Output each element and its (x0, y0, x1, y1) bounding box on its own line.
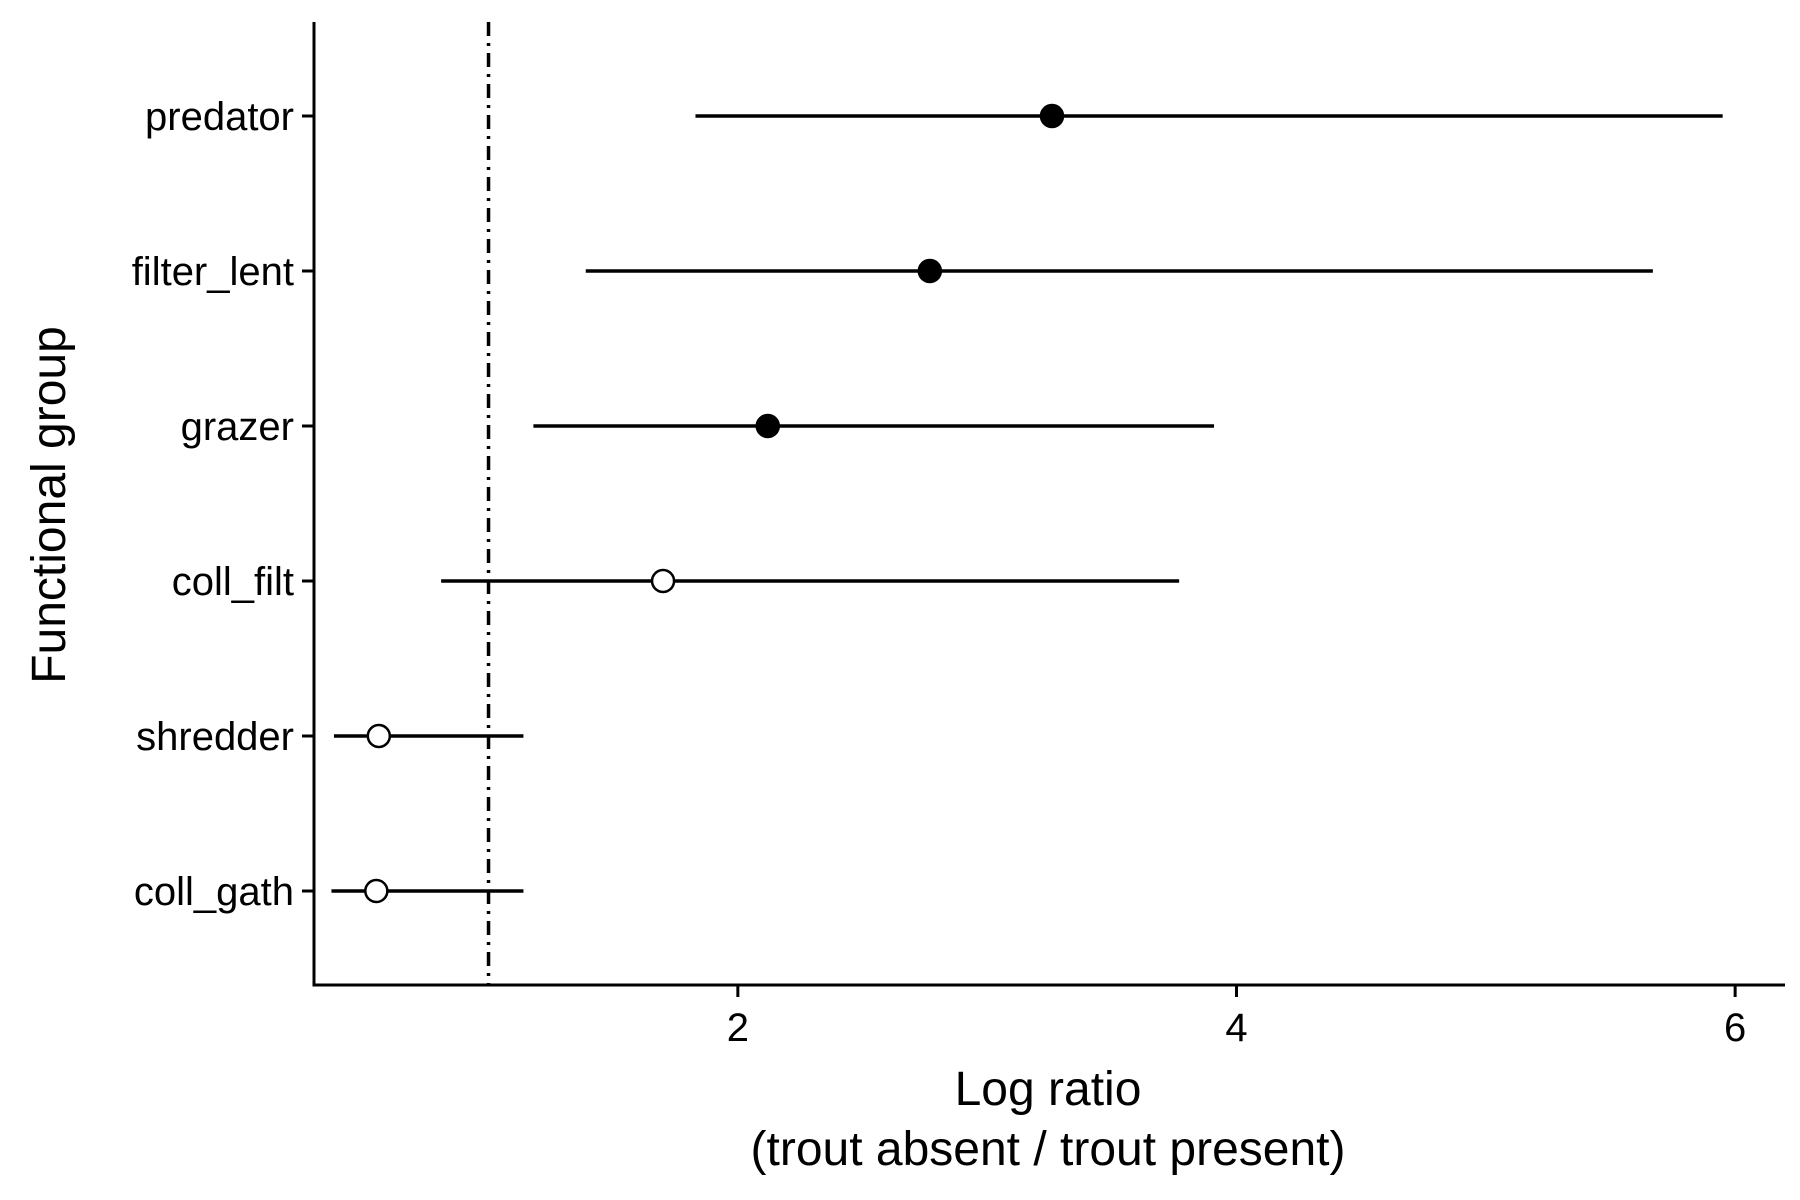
x-axis-title-line1: Log ratio (955, 1063, 1142, 1116)
axes: Functional group Log ratio (trout absent… (23, 22, 1785, 1176)
x-tick-label: 2 (727, 1006, 749, 1050)
y-tick-label: coll_filt (172, 560, 294, 604)
estimate-point-open (364, 878, 389, 904)
x-tick-label: 6 (1724, 1006, 1746, 1050)
x-axis-title-line2: (trout absent / trout present) (751, 1123, 1346, 1176)
y-tick-label: shredder (136, 715, 294, 759)
estimate-point-filled (755, 413, 781, 439)
estimate-point-open (366, 723, 392, 749)
estimate-point-filled (1039, 103, 1065, 129)
estimate-point-filled (917, 258, 943, 284)
plot-area (331, 22, 1723, 985)
y-tick-label: predator (145, 95, 294, 139)
y-axis-title: Functional group (23, 326, 76, 684)
estimate-point-open (650, 568, 676, 594)
x-tick-label: 4 (1225, 1006, 1247, 1050)
y-tick-label: filter_lent (132, 250, 294, 294)
y-tick-label: grazer (181, 405, 294, 449)
y-tick-label: coll_gath (134, 870, 294, 914)
